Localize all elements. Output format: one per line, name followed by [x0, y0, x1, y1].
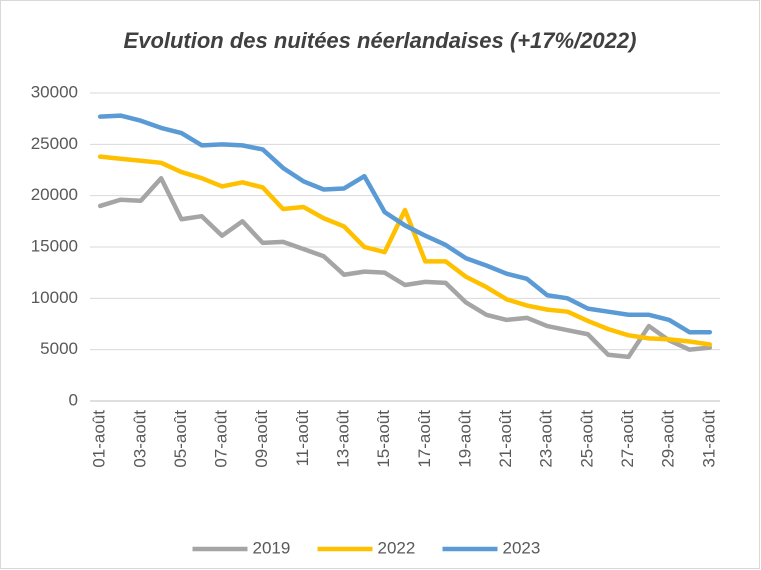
x-tick-label: 13-août — [334, 410, 353, 468]
x-tick-label: 29-août — [659, 410, 678, 468]
y-tick-label: 5000 — [40, 339, 78, 358]
y-tick-label: 20000 — [31, 185, 78, 204]
x-tick-label: 05-août — [171, 410, 190, 468]
x-tick-label: 01-août — [90, 410, 109, 468]
x-tick-label: 19-août — [455, 410, 474, 468]
x-tick-label: 15-août — [374, 410, 393, 468]
x-tick-label: 17-août — [415, 410, 434, 468]
series-line — [97, 154, 713, 347]
x-tick-label: 31-août — [699, 410, 718, 468]
legend-label: 2023 — [503, 538, 541, 557]
chart-title: Evolution des nuitées néerlandaises (+17… — [124, 28, 637, 53]
x-tick-label: 23-août — [537, 410, 556, 468]
y-tick-label: 30000 — [31, 82, 78, 101]
x-tick-label: 07-août — [212, 410, 231, 468]
series-line — [97, 175, 713, 360]
x-tick-label: 27-août — [618, 410, 637, 468]
x-tick-label: 21-août — [496, 410, 515, 468]
x-tick-label: 03-août — [130, 410, 149, 468]
y-tick-label: 0 — [69, 390, 78, 409]
x-tick-label: 25-août — [577, 410, 596, 468]
y-tick-label: 15000 — [31, 236, 78, 255]
x-tick-label: 09-août — [252, 410, 271, 468]
series-line — [97, 113, 713, 335]
y-tick-label: 10000 — [31, 288, 78, 307]
y-tick-label: 25000 — [31, 134, 78, 153]
x-tick-label: 11-août — [293, 410, 312, 467]
legend-label: 2022 — [378, 538, 416, 557]
legend-label: 2019 — [253, 538, 291, 557]
